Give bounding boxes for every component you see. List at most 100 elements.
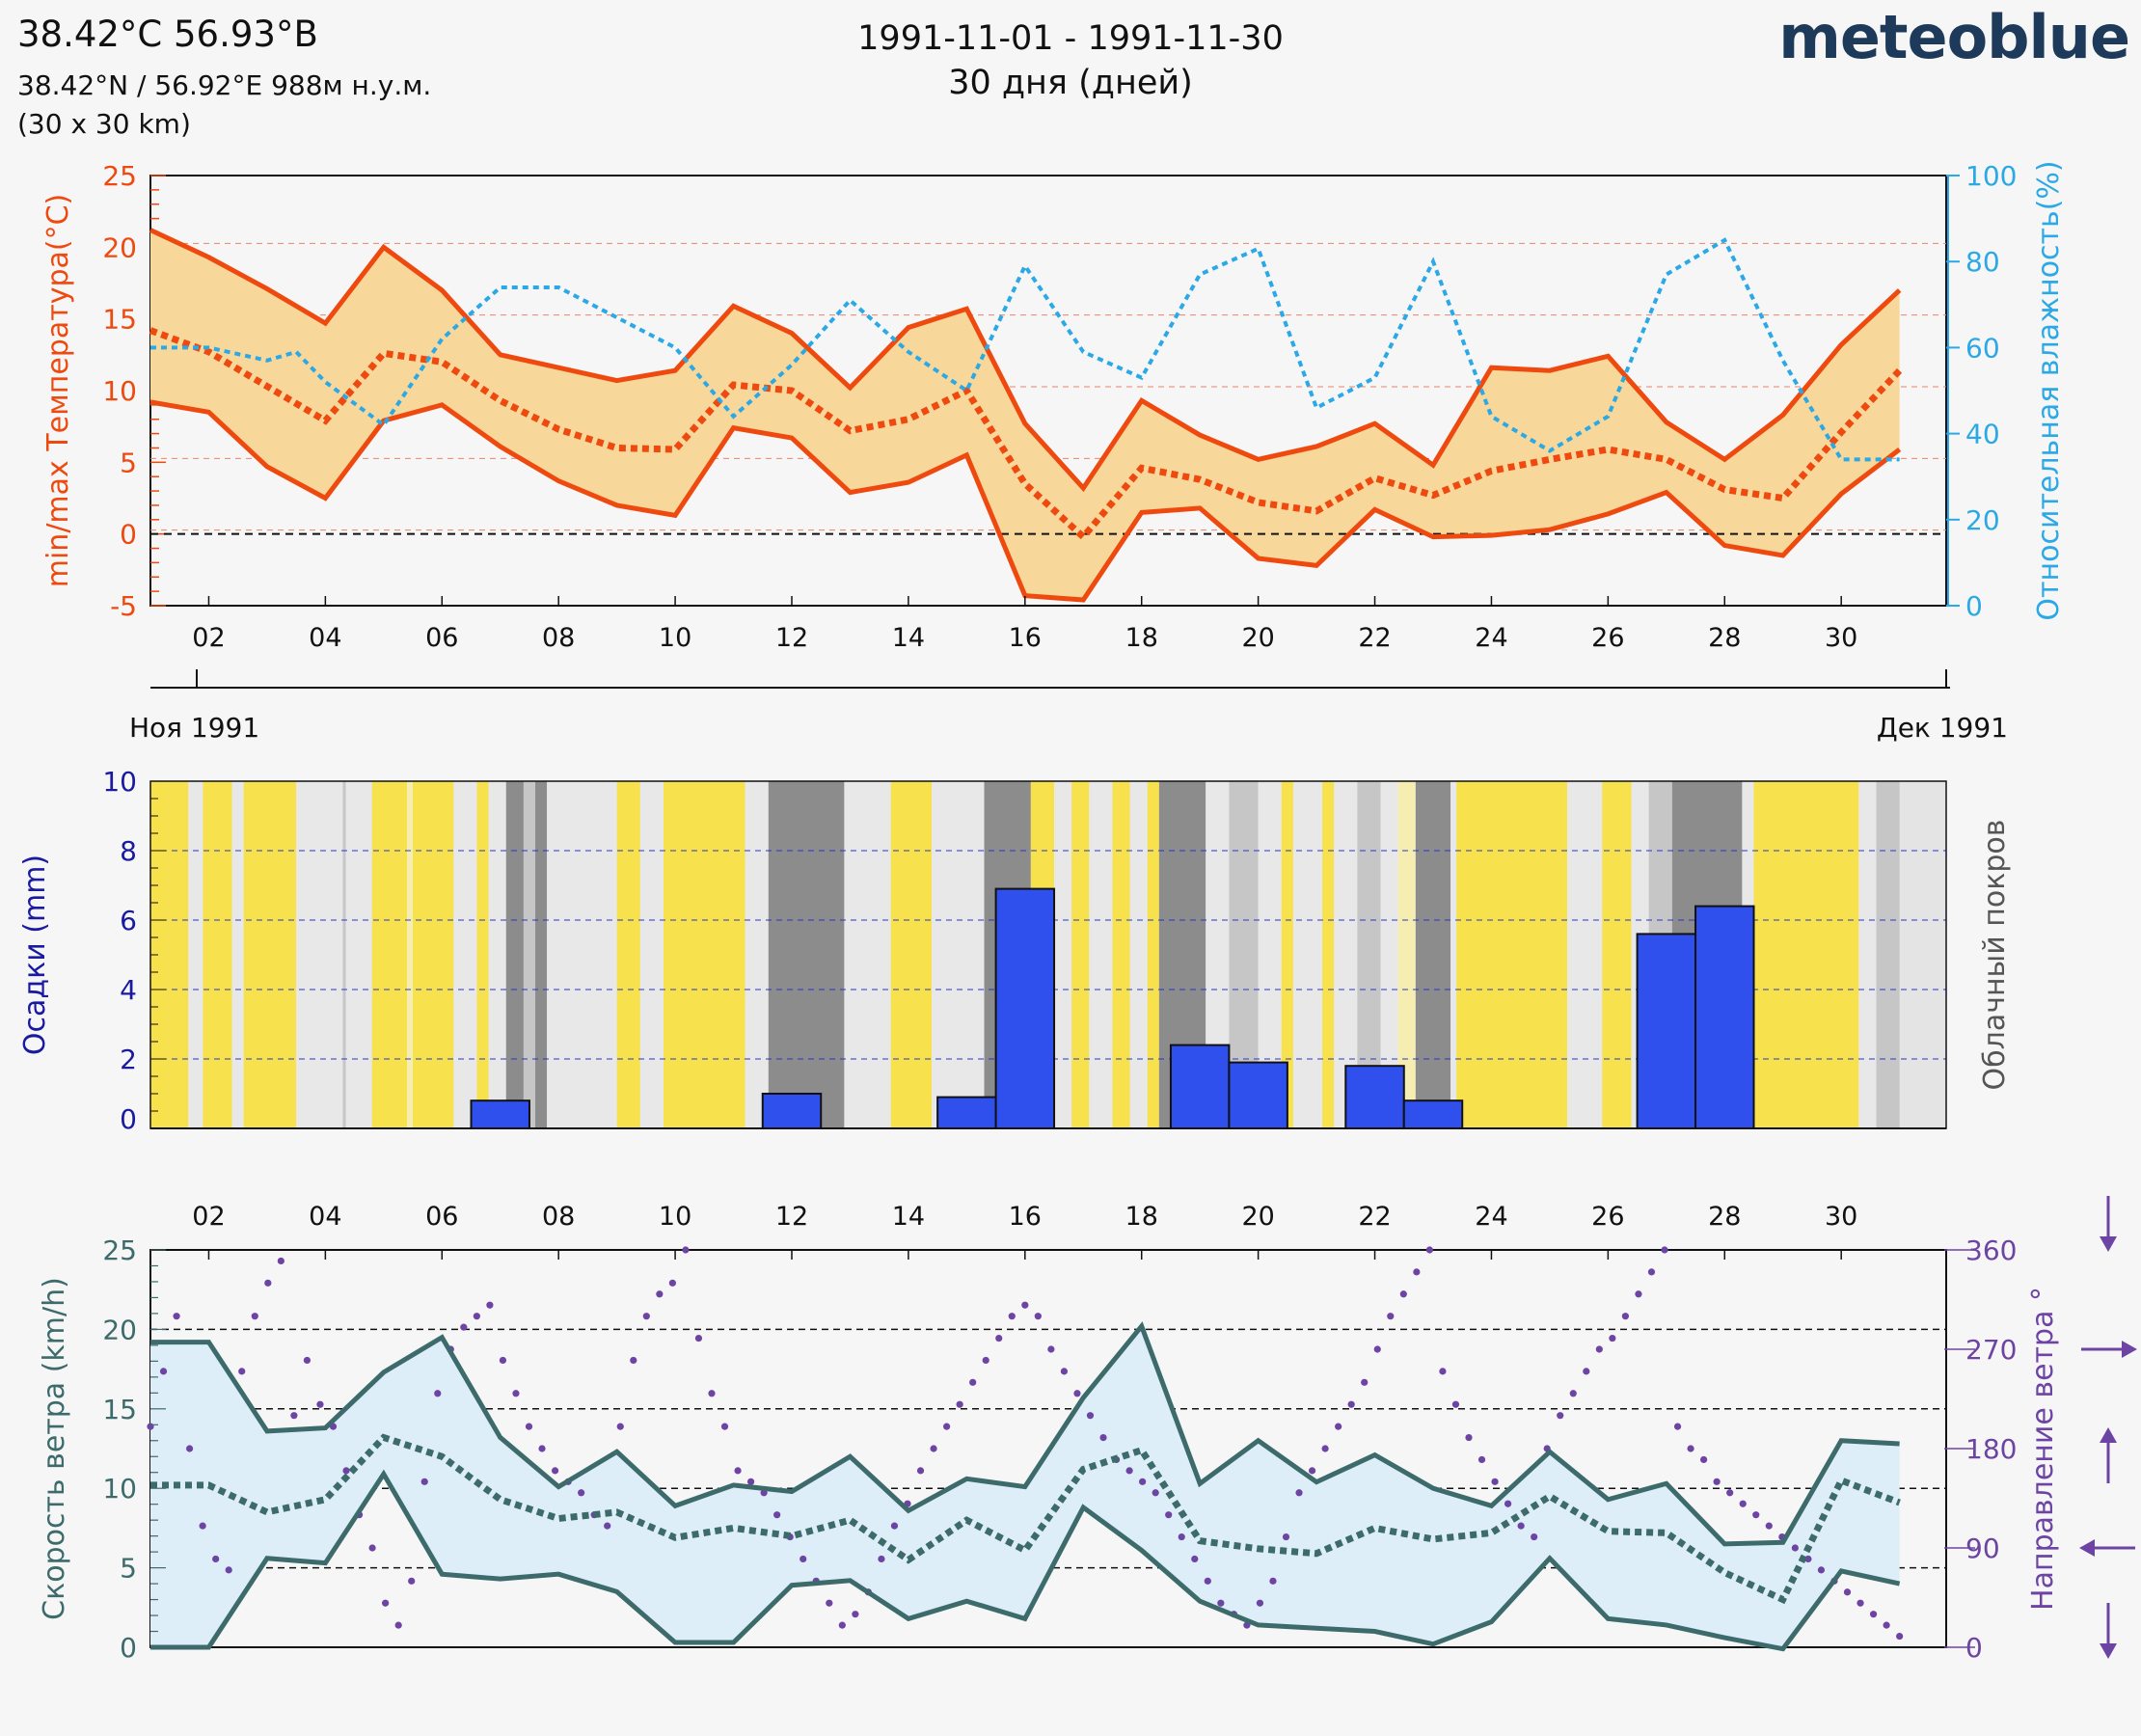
wind-direction-dot — [694, 1334, 703, 1343]
wind-direction-dot — [238, 1368, 246, 1375]
precipitation-bar — [1636, 933, 1697, 1130]
wind-direction-dot — [1883, 1621, 1890, 1629]
wind-direction-dot — [368, 1544, 376, 1552]
temperature-tick-label: 5 — [120, 447, 137, 478]
wind-direction-dot — [538, 1445, 546, 1452]
wind-max-line — [150, 1321, 1900, 1547]
wind-tick-label: 5 — [120, 1553, 137, 1585]
wind-direction-dot — [1008, 1313, 1016, 1320]
cloud-cover-segment — [296, 781, 343, 1128]
wind-direction-dot — [1477, 1455, 1486, 1464]
wind-arrow-head — [2079, 1539, 2095, 1557]
wind-direction-dot — [943, 1423, 951, 1430]
wind-min-line — [150, 1469, 1901, 1652]
wind-direction-dot — [1425, 1246, 1433, 1254]
cloud-cover-segment — [413, 781, 454, 1128]
wind-direction-dot — [173, 1313, 180, 1320]
day-tick-label: 24 — [1475, 1202, 1507, 1232]
wind-direction-dot — [1165, 1511, 1173, 1519]
temperature-tick-label: 25 — [102, 160, 137, 192]
meteoblue-logo[interactable]: meteoblue — [1778, 2, 2130, 72]
south-wind-arrow-icon — [2100, 1427, 2117, 1483]
humidity-tick-label: 0 — [1965, 590, 1983, 622]
cloud-cover-segment — [407, 781, 414, 1128]
wind-direction-dot — [251, 1313, 258, 1320]
precipitation-bar — [1694, 905, 1755, 1129]
wind-direction-dot — [277, 1257, 285, 1265]
cloud-cover-segment — [1322, 781, 1335, 1128]
humidity-tick-label: 80 — [1965, 246, 2000, 278]
wind-tick-label: 15 — [102, 1394, 137, 1425]
cloud-cover-axis-title: Облачный покров — [1978, 820, 2012, 1091]
wind-direction-dot — [512, 1390, 520, 1397]
day-tick-label: 10 — [659, 623, 691, 653]
timeline-end-label: Дек 1991 — [1877, 712, 2008, 744]
wind-direction-dot — [420, 1478, 428, 1485]
cloud-cover-segment — [476, 781, 489, 1128]
wind-direction-dot — [1843, 1588, 1852, 1596]
wind-direction-dot — [1726, 1489, 1734, 1497]
precipitation-tick-label: 2 — [120, 1044, 137, 1075]
wind-chart: 0 5 10 15 20 25 0 90 180 270 360 Скорость ветра (km… — [38, 1196, 2137, 1664]
precipitation-tick-label: 0 — [120, 1103, 137, 1135]
cloud-cover-segment — [488, 781, 506, 1128]
wind-direction-dot — [1583, 1368, 1590, 1375]
day-tick-label: 28 — [1708, 623, 1741, 653]
wind-direction-dot — [1621, 1313, 1630, 1320]
precipitation-bar — [1402, 1099, 1464, 1129]
wind-direction-dot — [668, 1279, 676, 1287]
wind-arrow-head — [2100, 1236, 2117, 1252]
day-tick-label: 10 — [659, 1202, 691, 1232]
wind-direction-dot — [1739, 1500, 1747, 1507]
day-tick-label: 08 — [542, 1202, 575, 1232]
day-tick-label: 06 — [425, 623, 458, 653]
wind-direction-dot — [382, 1599, 390, 1607]
wind-direction-dot — [147, 1423, 154, 1430]
wind-direction-dot — [616, 1423, 624, 1430]
wind-tick-label: 20 — [102, 1314, 137, 1345]
wind-direction-dot — [956, 1400, 963, 1408]
wind-direction-dot — [264, 1279, 272, 1287]
wind-direction-dot — [394, 1621, 402, 1629]
wind-direction-dot — [1504, 1500, 1512, 1507]
wind-direction-dot — [1896, 1632, 1904, 1641]
wind-direction-dot — [1152, 1489, 1159, 1497]
cloud-cover-segment — [1450, 781, 1457, 1128]
wind-direction-dot — [969, 1378, 977, 1386]
cloud-cover-segment — [1397, 781, 1416, 1128]
precipitation-tick-label: 10 — [102, 766, 137, 798]
east-wind-arrow-icon — [2079, 1539, 2135, 1557]
wind-direction-dot — [1295, 1489, 1303, 1497]
wind-direction-dot — [1856, 1599, 1864, 1607]
day-tick-label: 16 — [1009, 623, 1042, 653]
humidity-tick-label: 40 — [1965, 419, 2000, 450]
date-range: 1991-11-01 - 1991-11-30 — [857, 19, 1284, 58]
wind-direction-dot — [1439, 1368, 1447, 1375]
cloud-cover-segment — [1380, 781, 1398, 1128]
day-tick-label: 20 — [1241, 1202, 1274, 1232]
precipitation-bar — [470, 1099, 530, 1129]
humidity-axis-title: Относительная влажность(%) — [2032, 160, 2066, 620]
cloud-cover-segment — [1753, 781, 1859, 1128]
precipitation-axis-title: Осадки (mm) — [18, 854, 52, 1055]
wind-direction-dot — [1347, 1400, 1355, 1408]
wind-direction-dot — [878, 1555, 885, 1563]
wind-direction-dot — [460, 1323, 468, 1331]
wind-direction-dot — [1387, 1313, 1395, 1320]
wind-direction-dot — [1700, 1455, 1708, 1464]
cloud-cover-segment — [1292, 781, 1323, 1128]
wind-direction-dot — [551, 1467, 559, 1475]
wind-direction-dot — [890, 1522, 899, 1530]
wind-direction-dot — [1557, 1412, 1564, 1420]
precipitation-tick-label: 6 — [120, 905, 137, 936]
cloud-cover-segment — [547, 781, 594, 1128]
day-tick-label: 22 — [1358, 1202, 1391, 1232]
north-wind-arrow-icon — [2100, 1603, 2117, 1659]
direction-tick-label: 270 — [1965, 1334, 2017, 1366]
cloud-cover-segment — [243, 781, 297, 1128]
wind-direction-dot — [1282, 1533, 1290, 1541]
wind-direction-dot — [1204, 1577, 1211, 1585]
day-tick-label: 18 — [1125, 623, 1158, 653]
wind-direction-dot — [342, 1467, 350, 1475]
